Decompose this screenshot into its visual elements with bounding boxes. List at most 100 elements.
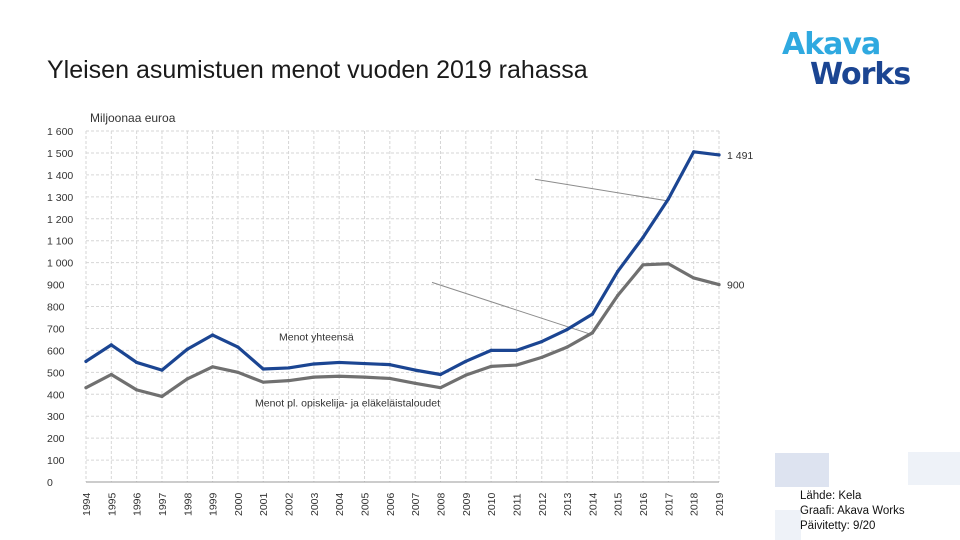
y-tick-label: 1 000 — [47, 258, 73, 270]
data-point-total — [286, 366, 291, 370]
data-point-excl — [337, 374, 341, 378]
decor-square-2 — [908, 452, 960, 485]
data-point-total — [312, 362, 316, 366]
data-point-excl — [160, 394, 164, 399]
data-point-total — [84, 359, 88, 363]
y-tick-label: 900 — [47, 280, 65, 292]
data-point-excl — [590, 331, 595, 335]
x-tick-label: 2006 — [385, 492, 397, 516]
y-tick-label: 400 — [47, 389, 65, 401]
x-tick-label: 2005 — [360, 492, 372, 516]
y-tick-label: 0 — [47, 477, 53, 489]
data-point-excl — [438, 386, 443, 390]
data-point-total — [261, 367, 265, 371]
y-tick-label: 1 500 — [47, 148, 73, 160]
data-point-excl — [413, 381, 417, 385]
x-tick-label: 1999 — [208, 492, 220, 516]
data-point-excl — [109, 372, 113, 377]
decor-square-1 — [775, 453, 829, 487]
data-point-excl — [692, 276, 696, 280]
logo-line-1: Akava — [782, 27, 881, 62]
data-point-total — [717, 153, 721, 157]
source-line-3: Päivitetty: 9/20 — [800, 520, 876, 532]
data-point-excl — [261, 380, 265, 384]
data-point-excl — [286, 379, 291, 383]
data-point-total — [616, 269, 620, 273]
x-tick-label: 2008 — [435, 492, 447, 516]
end-value-label-total: 1 491 — [727, 150, 753, 162]
y-tick-label: 1 600 — [47, 126, 73, 138]
y-tick-label: 600 — [47, 345, 65, 357]
x-tick-label: 2000 — [233, 492, 245, 516]
data-point-total — [666, 197, 670, 201]
data-point-excl — [666, 262, 670, 266]
data-point-total — [489, 348, 493, 352]
data-point-total — [337, 360, 341, 365]
x-tick-label: 2001 — [258, 492, 270, 516]
y-tick-layer: 0 100 200 300 400 500 600 700 800 900 1 000 1 100 1 … — [47, 126, 73, 489]
data-point-total — [692, 150, 696, 154]
source-line-1: Lähde: Kela — [800, 490, 862, 502]
series-line-total — [84, 150, 721, 377]
data-point-excl — [514, 363, 519, 367]
y-tick-label: 800 — [47, 302, 65, 314]
data-point-excl — [388, 376, 392, 381]
y-tick-label: 1 300 — [47, 192, 73, 204]
data-point-excl — [362, 375, 367, 379]
x-tick-label: 2010 — [486, 492, 498, 516]
x-tick-label: 2011 — [511, 493, 523, 516]
data-point-total — [540, 340, 544, 344]
x-tick-label: 2018 — [689, 492, 701, 516]
x-tick-layer: 1994 1995 1996 1997 1998 1999 2000 2001 2002 2003… — [81, 492, 726, 516]
data-point-excl — [312, 375, 316, 379]
data-point-excl — [211, 365, 215, 369]
x-tick-label: 2016 — [638, 492, 650, 516]
leader-line-total — [534, 178, 669, 202]
data-point-excl — [236, 370, 240, 374]
x-tick-label: 1998 — [182, 492, 194, 516]
akava-works-logo: Akava Works — [782, 30, 922, 96]
series-line-excl — [84, 262, 721, 399]
data-point-total — [109, 343, 113, 347]
source-line-2: Graafi: Akava Works — [800, 505, 905, 517]
annotation-excl: Menot pl. opiskelija- ja eläkeläistaloud… — [255, 397, 440, 409]
data-point-total — [641, 235, 645, 239]
data-point-excl — [565, 345, 569, 349]
data-point-excl — [540, 355, 544, 359]
x-tick-label: 2013 — [562, 492, 574, 516]
data-point-total — [160, 368, 164, 372]
data-point-excl — [135, 388, 139, 392]
x-tick-label: 2003 — [309, 492, 321, 516]
source-note: Lähde: Kela Graafi: Akava Works Päivitet… — [800, 489, 905, 534]
data-point-excl — [489, 364, 493, 368]
data-point-total — [464, 359, 468, 363]
x-tick-label: 1995 — [106, 492, 118, 516]
x-tick-label: 2014 — [587, 492, 599, 516]
grid-layer — [85, 130, 720, 483]
x-tick-label: 2015 — [613, 492, 625, 516]
page-title: Yleisen asumistuen menot vuoden 2019 rah… — [47, 56, 588, 84]
data-point-total — [438, 372, 443, 377]
data-point-excl — [185, 377, 189, 381]
annotation-total: Menot yhteensä — [279, 332, 354, 344]
x-tick-label: 2002 — [284, 492, 296, 516]
y-tick-label: 200 — [47, 433, 65, 445]
data-point-excl — [717, 282, 721, 287]
leader-line-excl — [431, 281, 593, 336]
leader-layer — [431, 178, 669, 336]
x-tick-label: 2007 — [410, 492, 422, 516]
data-point-total — [514, 348, 519, 352]
data-point-total — [590, 312, 595, 316]
data-point-excl — [641, 263, 645, 267]
x-tick-label: 2012 — [537, 492, 549, 516]
y-tick-label: 700 — [47, 323, 65, 335]
decor-square-3 — [775, 510, 801, 540]
x-tick-label: 1996 — [132, 492, 144, 516]
y-tick-label: 500 — [47, 367, 65, 379]
x-tick-label: 2017 — [663, 492, 675, 516]
logo-line-2: Works — [810, 57, 911, 92]
y-tick-label: 300 — [47, 411, 65, 423]
data-point-total — [388, 363, 392, 367]
end-value-label-excl: 900 — [727, 280, 745, 292]
